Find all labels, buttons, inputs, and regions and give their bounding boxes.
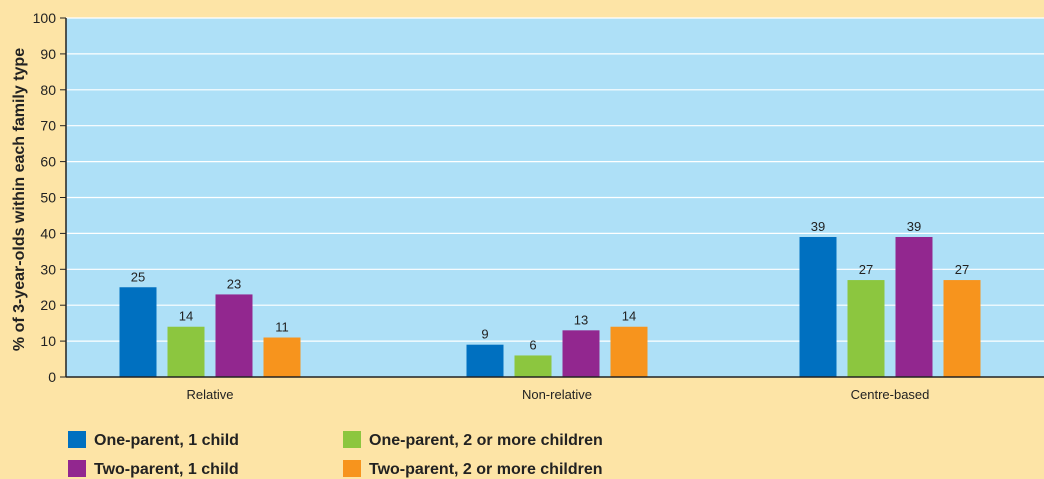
- y-tick-label: 70: [40, 118, 56, 134]
- legend-swatch: [343, 460, 361, 477]
- bar: [610, 326, 648, 377]
- bar: [847, 280, 885, 377]
- y-tick-label: 10: [40, 333, 56, 349]
- bar: [466, 344, 504, 377]
- legend-label: One-parent, 2 or more children: [369, 432, 603, 449]
- x-category-label: Relative: [187, 387, 234, 402]
- y-tick-label: 90: [40, 46, 56, 62]
- legend-label: Two-parent, 1 child: [94, 461, 239, 478]
- bar: [514, 355, 552, 377]
- y-tick-label: 40: [40, 225, 56, 241]
- data-label: 39: [907, 219, 921, 234]
- data-label: 14: [179, 309, 193, 324]
- bar: [799, 236, 837, 377]
- y-tick-label: 50: [40, 190, 56, 206]
- bar: [943, 280, 981, 377]
- bar: [263, 337, 301, 377]
- data-label: 9: [481, 327, 488, 342]
- data-label: 14: [622, 309, 636, 324]
- data-label: 13: [574, 312, 588, 327]
- y-axis-label: % of 3-year-olds within each family type: [11, 48, 28, 351]
- legend-label: Two-parent, 2 or more children: [369, 461, 603, 478]
- data-label: 11: [275, 320, 289, 335]
- data-label: 25: [131, 269, 145, 284]
- bar: [562, 330, 600, 377]
- x-category-label: Non-relative: [522, 387, 592, 402]
- data-label: 6: [529, 337, 536, 352]
- bar: [215, 294, 253, 377]
- y-tick-label: 0: [48, 369, 56, 385]
- y-tick-label: 30: [40, 261, 56, 277]
- x-category-label: Centre-based: [851, 387, 930, 402]
- data-label: 27: [955, 262, 969, 277]
- bar: [895, 236, 933, 377]
- data-label: 23: [227, 276, 241, 291]
- data-label: 27: [859, 262, 873, 277]
- data-label: 39: [811, 219, 825, 234]
- y-tick-label: 100: [33, 10, 57, 26]
- bar: [167, 326, 205, 377]
- bar: [119, 287, 157, 377]
- legend-swatch: [343, 431, 361, 448]
- legend: One-parent, 1 child One-parent, 2 or more…: [68, 431, 603, 478]
- y-tick-label: 20: [40, 297, 56, 313]
- y-tick-label: 60: [40, 154, 56, 170]
- legend-swatch: [68, 431, 86, 448]
- legend-label: One-parent, 1 child: [94, 432, 239, 449]
- legend-swatch: [68, 460, 86, 477]
- y-tick-label: 80: [40, 82, 56, 98]
